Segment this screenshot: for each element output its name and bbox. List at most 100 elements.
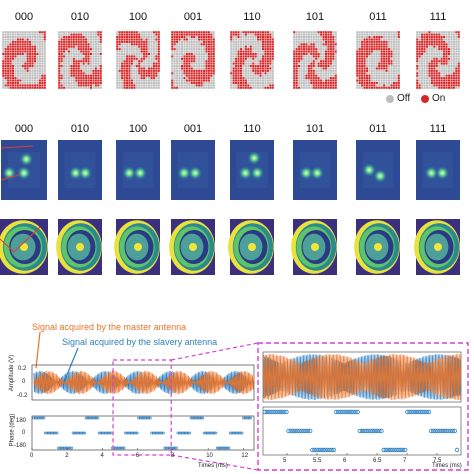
phase-point	[249, 416, 253, 420]
coding-pattern-000	[2, 31, 46, 89]
phase-point	[205, 431, 209, 435]
field-map-110	[230, 140, 274, 200]
phase-tick-mid: 0	[22, 430, 26, 436]
zoom-phase-point	[310, 447, 315, 453]
phase-point	[70, 446, 74, 450]
zoom-phase-point	[292, 428, 298, 434]
amplitude-axes	[31, 364, 255, 401]
zoom-phase-point	[284, 409, 289, 415]
phase-point	[176, 431, 180, 435]
zoom-phase-point	[349, 409, 354, 415]
zoom-phase-point	[305, 428, 311, 434]
phase-point	[147, 416, 151, 420]
phase-point	[41, 416, 44, 420]
zoom-phase-point	[415, 409, 421, 415]
coding-pattern-label-101: 101	[305, 11, 325, 23]
phase-point	[78, 431, 82, 435]
zoom-phase-point	[435, 428, 440, 434]
amp-tick-bot: -0.2	[17, 393, 28, 399]
red-marker-lines	[0, 226, 41, 253]
phase-point	[138, 416, 142, 420]
phase-point	[148, 416, 152, 420]
phase-point	[198, 416, 202, 420]
x-tick-6: 6	[135, 453, 140, 459]
phase-point	[106, 431, 110, 435]
zoom-phase-point	[400, 447, 406, 453]
phase-point	[122, 446, 126, 450]
phase-point	[87, 416, 91, 420]
phase-point	[32, 416, 36, 420]
phase-point	[183, 431, 187, 435]
zoom-phase-point	[424, 409, 429, 415]
zoom-x-tick-6.5: 6.5	[373, 458, 382, 464]
phase-point	[211, 431, 215, 435]
phase-point	[166, 446, 170, 450]
phase-point	[105, 431, 108, 435]
phase-point	[215, 446, 219, 450]
coding-pattern-100	[116, 31, 160, 89]
phase-point	[121, 446, 125, 450]
zoom-phase-point	[439, 428, 445, 434]
coding-pattern-label-111: 111	[429, 11, 447, 23]
legend-off-marker	[386, 95, 394, 103]
zoom-phase-point	[323, 447, 328, 453]
phase-map-010	[56, 219, 102, 275]
field-map-label-110: 110	[243, 123, 261, 135]
zoom-phase-point	[364, 428, 369, 434]
phase-point	[247, 416, 251, 420]
phase-map-100	[114, 219, 160, 275]
phase-point	[153, 431, 157, 435]
field-map-001	[171, 140, 215, 200]
zoom-x-tick-5.5: 5.5	[313, 458, 322, 464]
phase-axes	[31, 415, 255, 451]
phase-point	[143, 416, 146, 420]
zoom-panel-border	[257, 342, 469, 471]
slave-annotation: Signal acquired by the slavery antenna	[62, 337, 218, 347]
zoom-phase-point	[271, 409, 276, 415]
zoom-phase-point	[366, 428, 371, 434]
field-map-label-100: 100	[128, 123, 148, 135]
zoom-x-axis-label: Times (ms)	[432, 463, 462, 469]
bright-spot	[250, 166, 265, 180]
phase-ylabel: Phase (deg)	[9, 413, 16, 447]
phase-point	[226, 446, 229, 450]
phase-point	[186, 431, 190, 435]
coding-pattern-110	[230, 31, 274, 89]
zoom-phase-point	[314, 447, 319, 453]
phase-center	[374, 243, 382, 251]
x-axis-label: Times (ms)	[198, 463, 228, 469]
phase-point	[115, 446, 119, 450]
zoom-phase-point	[344, 409, 350, 415]
phase-center	[434, 243, 442, 251]
phase-point	[224, 446, 228, 450]
phase-point	[228, 431, 232, 435]
phase-point	[52, 431, 56, 435]
phase-point	[246, 416, 250, 420]
bright-spot	[68, 166, 83, 180]
phase-point	[77, 431, 81, 435]
phase-point	[233, 431, 237, 435]
phase-tick-top: 180	[16, 418, 27, 424]
phase-point	[93, 416, 97, 420]
phase-point	[221, 446, 225, 450]
zoom-phase-point	[340, 409, 345, 415]
phase-point	[94, 416, 98, 420]
phase-point	[144, 416, 148, 420]
x-tick-12: 12	[241, 453, 249, 459]
zoom-connector-bottom	[171, 454, 259, 471]
zoom-phase-point	[277, 409, 283, 415]
bright-spot	[122, 166, 137, 180]
phase-point	[196, 416, 200, 420]
zoom-phase-point	[450, 428, 455, 434]
zoom-phase-point	[359, 428, 365, 434]
phase-point	[164, 446, 168, 450]
phase-point	[172, 446, 175, 450]
zoom-phase-point	[320, 447, 326, 453]
phase-point	[188, 431, 192, 435]
phase-point	[113, 446, 117, 450]
phase-point	[220, 446, 224, 450]
zoom-selection-box	[112, 359, 172, 456]
phase-point	[35, 416, 39, 420]
zoom-phase-point	[301, 428, 306, 434]
zoom-phase-point	[316, 447, 321, 453]
